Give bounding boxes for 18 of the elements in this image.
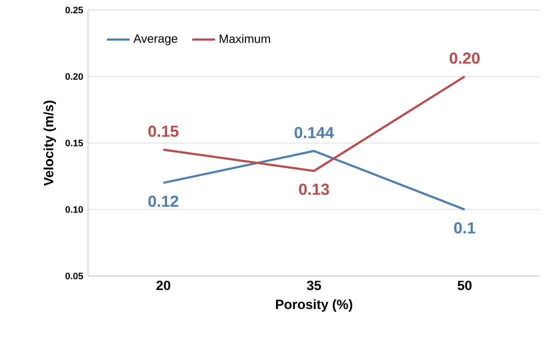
x-tick-label: 50	[458, 280, 472, 290]
data-label: 0.12	[148, 196, 178, 207]
y-tick-label: 0.25	[66, 6, 84, 14]
legend-label: Average	[133, 34, 178, 46]
x-tick-label: 35	[306, 280, 322, 290]
data-label: 0.15	[148, 126, 178, 137]
x-tick-label: 20	[156, 280, 170, 290]
y-axis-title: Velocity (m/s)	[44, 100, 56, 186]
y-tick-label: 0.15	[66, 140, 84, 146]
data-label: 0.144	[294, 126, 334, 138]
y-tick-label: 0.05	[66, 272, 84, 280]
x-axis-title: Porosity (%)	[276, 299, 352, 312]
y-tick-label: 0.20	[66, 73, 83, 80]
y-tick-label: 0.10	[66, 206, 83, 213]
data-label: 0.13	[299, 184, 329, 195]
legend-label: Maximum	[220, 34, 270, 44]
data-label: 0.1	[454, 222, 476, 234]
data-label: 0.20	[450, 52, 480, 64]
